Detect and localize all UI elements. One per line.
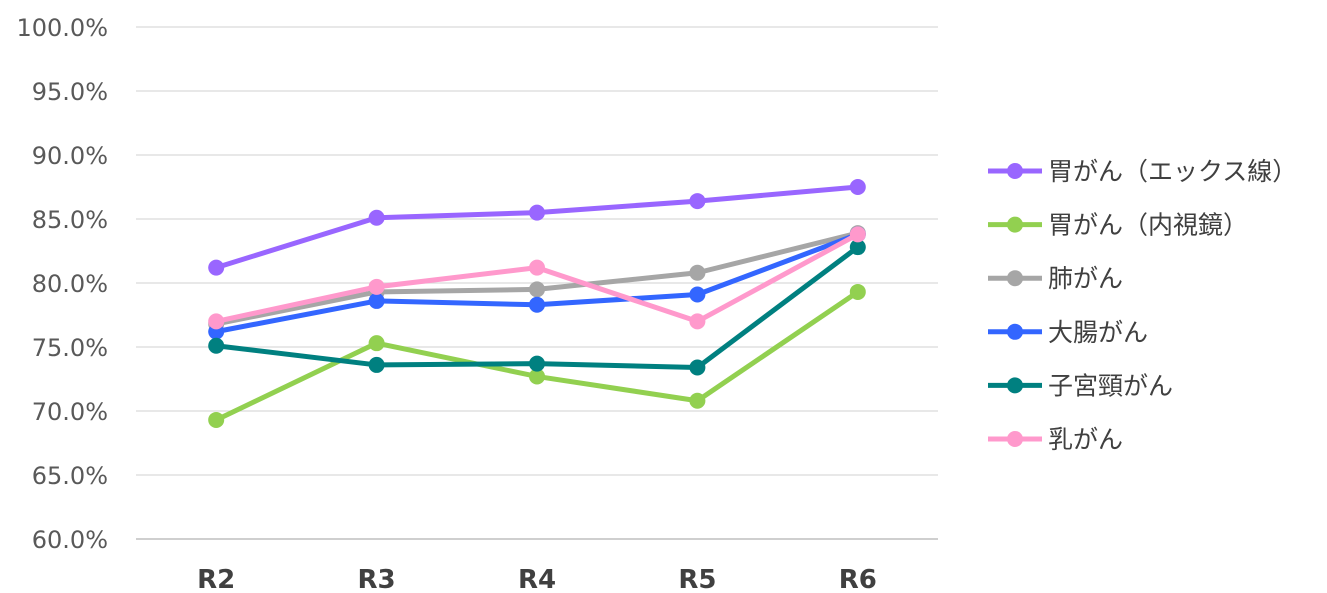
data-point [529, 296, 545, 313]
legend-item: 胃がん（内視鏡） [988, 211, 1248, 240]
legend-item: 子宮頸がん [988, 371, 1173, 400]
data-point [529, 355, 545, 372]
data-point [529, 259, 545, 276]
y-tick-label: 65.0% [32, 462, 108, 490]
x-tick-label: R2 [197, 565, 235, 593]
data-point [208, 313, 225, 330]
series-2 [208, 283, 866, 428]
data-point [849, 239, 866, 256]
series-lines [208, 179, 866, 428]
legend-item: 胃がん（エックス線） [988, 157, 1297, 186]
y-tick-label: 70.0% [32, 398, 108, 426]
y-tick-label: 90.0% [32, 142, 108, 170]
legend-label: 肺がん [1048, 264, 1123, 293]
data-point [689, 359, 706, 376]
data-point [849, 226, 866, 243]
y-tick-label: 85.0% [32, 206, 108, 234]
legend-label: 乳がん [1048, 425, 1123, 454]
data-point [368, 356, 385, 373]
data-point [368, 292, 385, 309]
data-point [208, 411, 225, 428]
y-tick-label: 75.0% [32, 334, 108, 362]
data-point [368, 335, 385, 352]
data-point [849, 179, 866, 195]
x-tick-label: R6 [839, 565, 877, 593]
data-point [208, 337, 225, 354]
data-point [208, 259, 225, 276]
x-tick-label: R4 [518, 565, 556, 593]
series-5 [208, 239, 866, 376]
data-point [529, 204, 545, 221]
legend-swatch-marker [1007, 163, 1023, 179]
series-1 [208, 179, 866, 276]
y-tick-label: 95.0% [32, 78, 108, 106]
data-point [368, 278, 385, 295]
legend-item: 肺がん [988, 264, 1123, 293]
data-point [529, 281, 545, 298]
legend-label: 胃がん（内視鏡） [1048, 211, 1248, 240]
y-tick-label: 80.0% [32, 270, 108, 298]
legend-swatch-marker [1007, 431, 1023, 447]
data-point [529, 368, 545, 385]
legend-label: 大腸がん [1048, 318, 1148, 347]
data-point [849, 283, 866, 300]
legend-item: 大腸がん [988, 318, 1148, 347]
y-tick-label: 60.0% [32, 526, 108, 554]
legend-item: 乳がん [988, 425, 1123, 454]
legend-swatch-marker [1007, 270, 1023, 287]
y-tick-label: 100.0% [16, 14, 108, 42]
data-point [689, 193, 706, 210]
legend-swatch-marker [1007, 216, 1023, 233]
data-point [689, 286, 706, 303]
data-point [689, 392, 706, 409]
data-point [689, 264, 706, 281]
legend-swatch-marker [1007, 323, 1023, 340]
legend-swatch-marker [1007, 377, 1023, 394]
legend-label: 胃がん（エックス線） [1048, 157, 1297, 186]
y-axis-tick-labels: 60.0% 65.0% 70.0% 75.0% 80.0% 85.0% 90.0% 95.0%… [16, 14, 108, 554]
data-point [689, 313, 706, 330]
series-6 [208, 226, 866, 330]
data-point [368, 209, 385, 226]
x-axis-tick-labels: R2 R3 R4 R5 R6 [197, 565, 877, 593]
x-tick-label: R5 [678, 565, 716, 593]
legend-label: 子宮頸がん [1048, 371, 1173, 400]
x-tick-label: R3 [358, 565, 396, 593]
